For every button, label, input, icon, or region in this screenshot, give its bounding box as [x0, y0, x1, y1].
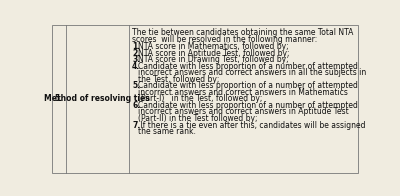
Text: incorrect answers and correct answers in all the subjects in: incorrect answers and correct answers in…: [138, 68, 367, 77]
Text: NTA score in Drawing Test, followed by;: NTA score in Drawing Test, followed by;: [138, 55, 289, 64]
Text: 2.: 2.: [132, 49, 140, 58]
Text: the same rank.: the same rank.: [138, 127, 196, 136]
Text: If there is a tie even after this, candidates will be assigned: If there is a tie even after this, candi…: [138, 121, 366, 130]
Text: incorrect answers and correct answers in Aptitude Test: incorrect answers and correct answers in…: [138, 107, 349, 116]
Text: 7.: 7.: [132, 121, 140, 130]
Text: incorrect answers and correct answers in Mathematics: incorrect answers and correct answers in…: [138, 88, 348, 97]
Text: NTA score in Aptitude Test, followed by;: NTA score in Aptitude Test, followed by;: [138, 49, 290, 58]
Text: NTA score in Mathematics, followed by;: NTA score in Mathematics, followed by;: [138, 42, 289, 51]
Text: 5.: 5.: [132, 81, 140, 90]
Text: Candidate with less proportion of a number of attempted: Candidate with less proportion of a numb…: [138, 81, 358, 90]
Text: Method of resolving ties: Method of resolving ties: [44, 94, 150, 103]
Text: The tie between candidates obtaining the same Total NTA: The tie between candidates obtaining the…: [132, 28, 354, 37]
Text: 5.: 5.: [54, 94, 62, 103]
Text: 6.: 6.: [132, 101, 140, 110]
Text: 1.: 1.: [132, 42, 140, 51]
Text: Candidate with less proportion of a number of attempted: Candidate with less proportion of a numb…: [138, 101, 358, 110]
Text: (Part-I)   in the Test, followed by;: (Part-I) in the Test, followed by;: [138, 94, 263, 103]
Text: scores  will be resolved in the following manner:: scores will be resolved in the following…: [132, 35, 318, 44]
Text: 4.: 4.: [132, 62, 140, 71]
Text: 3.: 3.: [132, 55, 140, 64]
Text: the Test, followed by;: the Test, followed by;: [138, 75, 220, 84]
Text: (Part-II) in the Test followed by;: (Part-II) in the Test followed by;: [138, 114, 258, 123]
Text: Candidate with less proportion of a number of attempted: Candidate with less proportion of a numb…: [138, 62, 358, 71]
